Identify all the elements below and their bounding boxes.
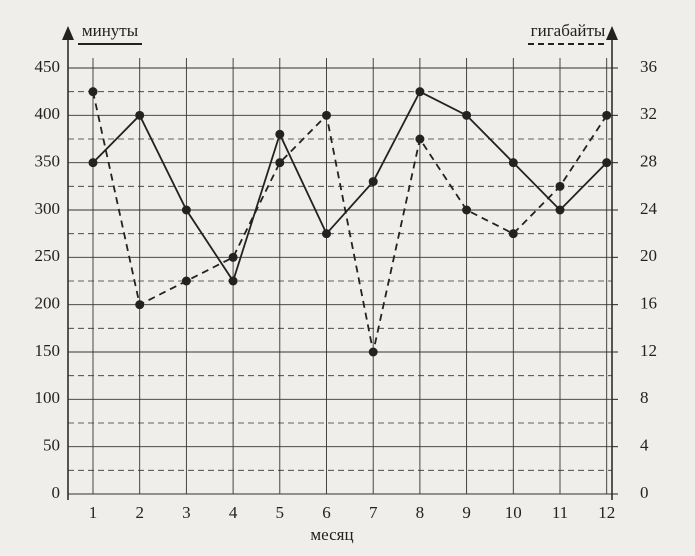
- y-tick-label: 400: [35, 104, 61, 123]
- point: [322, 229, 331, 239]
- y2-tick-label: 8: [640, 388, 649, 407]
- x-tick-label: 8: [416, 503, 425, 522]
- point: [88, 87, 98, 97]
- point: [555, 205, 565, 215]
- point: [368, 177, 378, 187]
- series-line: [92, 90, 608, 284]
- x-axis-label: месяц: [310, 525, 353, 544]
- point: [228, 252, 238, 262]
- point: [508, 158, 518, 168]
- point: [462, 110, 472, 120]
- x-tick-label: 12: [598, 503, 615, 522]
- y-tick-label: 450: [35, 57, 61, 76]
- y-tick-label: 350: [35, 152, 61, 171]
- point: [135, 110, 145, 120]
- x-tick-label: 7: [369, 503, 378, 522]
- point: [415, 87, 425, 97]
- point: [415, 134, 425, 144]
- point: [275, 129, 285, 139]
- x-tick-label: 1: [89, 503, 98, 522]
- y-axis-label: минуты: [82, 21, 139, 40]
- point: [508, 229, 518, 239]
- point: [135, 300, 145, 310]
- x-tick-label: 6: [322, 503, 331, 522]
- x-tick-label: 9: [462, 503, 471, 522]
- y2-axis-arrow: [606, 26, 618, 40]
- y2-tick-label: 20: [640, 246, 657, 265]
- y2-tick-label: 24: [640, 199, 658, 218]
- series-line: [92, 91, 608, 353]
- y-tick-label: 300: [35, 199, 61, 218]
- x-tick-label: 2: [135, 503, 144, 522]
- point: [462, 205, 472, 215]
- point: [602, 158, 612, 168]
- y-tick-label: 150: [35, 341, 61, 360]
- y-tick-label: 100: [35, 388, 61, 407]
- x-tick-label: 10: [505, 503, 522, 522]
- x-tick-label: 11: [552, 503, 568, 522]
- y-axis-arrow: [62, 26, 74, 40]
- y2-tick-label: 36: [640, 57, 657, 76]
- y-tick-label: 50: [43, 436, 60, 455]
- y2-tick-label: 16: [640, 294, 657, 313]
- y-tick-label: 0: [52, 483, 61, 502]
- x-tick-label: 3: [182, 503, 191, 522]
- y2-tick-label: 4: [640, 436, 649, 455]
- point: [275, 158, 285, 168]
- point: [88, 158, 98, 168]
- point: [181, 276, 191, 286]
- point: [322, 110, 331, 120]
- point: [368, 347, 378, 357]
- y2-tick-label: 28: [640, 152, 657, 171]
- y2-axis-label: гигабайты: [531, 21, 606, 40]
- x-tick-label: 5: [276, 503, 285, 522]
- point: [181, 205, 191, 215]
- point: [602, 110, 612, 120]
- y2-tick-label: 32: [640, 104, 657, 123]
- y2-tick-label: 0: [640, 483, 649, 502]
- point: [228, 276, 238, 286]
- y-tick-label: 250: [35, 246, 61, 265]
- point: [555, 181, 565, 191]
- y2-tick-label: 12: [640, 341, 657, 360]
- y-tick-label: 200: [35, 294, 61, 313]
- x-tick-label: 4: [229, 503, 238, 522]
